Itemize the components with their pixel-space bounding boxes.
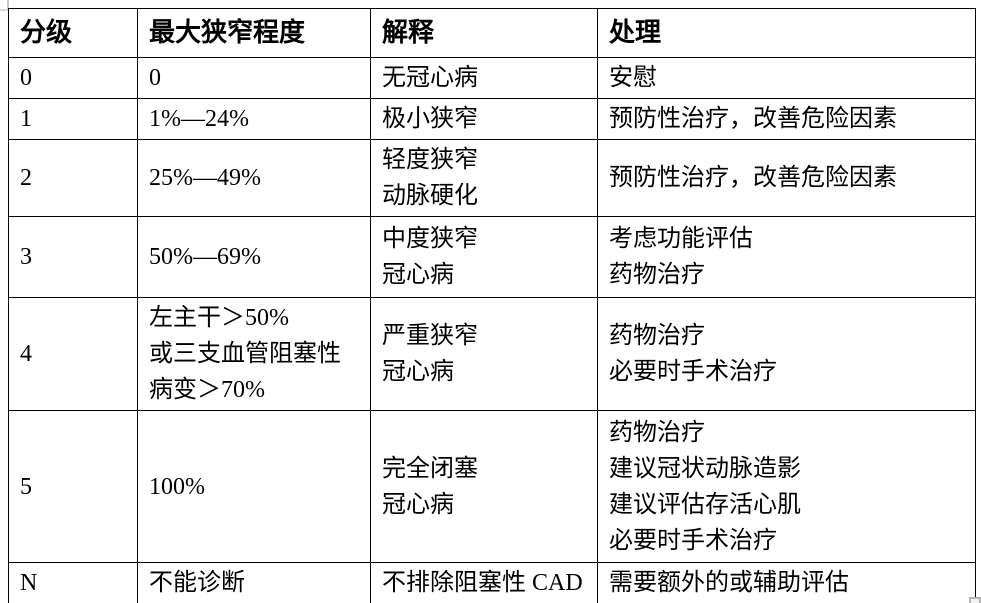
cell-line: 不能诊断 bbox=[149, 570, 245, 596]
cell-line: 3 bbox=[20, 244, 32, 270]
table-row: 5 100% 完全闭塞 冠心病 药物治疗 建议冠状动脉造影 建议评估存活心肌 必要时手术治疗 bbox=[8, 410, 976, 563]
cell-line: 轻度狭窄 bbox=[382, 147, 478, 173]
cell-line: 左主干＞50% bbox=[149, 305, 289, 331]
stenosis-cell: 0 bbox=[137, 57, 371, 99]
management-cell: 预防性治疗，改善危险因素 bbox=[597, 98, 976, 140]
stenosis-cell: 左主干＞50% 或三支血管阻塞性 病变＞70% bbox=[137, 297, 371, 411]
management-cell: 预防性治疗，改善危险因素 bbox=[597, 139, 976, 217]
cell-line: 1%—24% bbox=[149, 106, 249, 132]
table-body: 0 0 无冠心病 安慰 1 1%—24% 极小狭窄 预防性治疗，改善危险因素 2 25%—49% 轻… bbox=[8, 57, 976, 603]
stenosis-cell: 不能诊断 bbox=[137, 562, 371, 603]
management-cell: 考虑功能评估 药物治疗 bbox=[597, 216, 976, 298]
cell-line: 5 bbox=[20, 473, 32, 500]
cell-line: 100% bbox=[149, 473, 205, 500]
interpretation-cell: 中度狭窄 冠心病 bbox=[370, 216, 598, 298]
cell-line: 必要时手术治疗 bbox=[609, 359, 777, 385]
cell-line: 病变＞70% bbox=[149, 377, 265, 403]
cell-line: 药物治疗 bbox=[609, 323, 705, 349]
interpretation-cell: 完全闭塞 冠心病 bbox=[370, 410, 598, 563]
interpretation-cell: 严重狭窄 冠心病 bbox=[370, 297, 598, 411]
cell-line: 动脉硬化 bbox=[382, 183, 478, 209]
header-max-stenosis: 最大狭窄程度 bbox=[137, 8, 371, 58]
grade-cell: 1 bbox=[8, 98, 138, 140]
table-row: 1 1%—24% 极小狭窄 预防性治疗，改善危险因素 bbox=[8, 98, 976, 140]
cell-line: 冠心病 bbox=[382, 359, 454, 385]
cell-line: 需要额外的或辅助评估 bbox=[609, 570, 849, 596]
cell-line: 安慰 bbox=[609, 65, 657, 91]
stenosis-cell: 1%—24% bbox=[137, 98, 371, 140]
management-cell: 药物治疗建议冠状动脉造影 建议评估存活心肌 必要时手术治疗 bbox=[597, 410, 976, 563]
management-cell: 需要额外的或辅助评估 bbox=[597, 562, 976, 603]
stenosis-cell: 50%—69% bbox=[137, 216, 371, 298]
interpretation-cell: 不排除阻塞性 CAD bbox=[370, 562, 598, 603]
cell-line: 建议评估存活心肌 bbox=[609, 491, 801, 518]
grading-table: 分级 最大狭窄程度 解释 处理 0 0 无冠心病 安慰 1 1%—24% 极小狭窄 预防性治疗… bbox=[8, 8, 976, 603]
table-row: 3 50%—69% 中度狭窄 冠心病 考虑功能评估 药物治疗 bbox=[8, 216, 976, 298]
cell-line: 4 bbox=[20, 341, 32, 367]
table-resize-handle-icon[interactable] bbox=[969, 597, 981, 603]
cell-line: 0 bbox=[149, 65, 161, 91]
cell-line: 完全闭塞 bbox=[382, 455, 478, 482]
cell-line: 建议冠状动脉造影 bbox=[609, 455, 801, 482]
cell-line: 极小狭窄 bbox=[382, 106, 478, 132]
cell-line: 严重狭窄 bbox=[382, 323, 478, 349]
stenosis-cell: 100% bbox=[137, 410, 371, 563]
cell-line: 无冠心病 bbox=[382, 65, 478, 91]
cell-line: 预防性治疗，改善危险因素 bbox=[609, 106, 897, 132]
table-row: N 不能诊断 不排除阻塞性 CAD 需要额外的或辅助评估 bbox=[8, 562, 976, 603]
header-grade: 分级 bbox=[8, 8, 138, 58]
cell-line: 冠心病 bbox=[382, 491, 454, 518]
header-interpretation: 解释 bbox=[370, 8, 598, 58]
cell-line: N bbox=[20, 570, 38, 596]
cell-line: 药物治疗 bbox=[609, 262, 705, 288]
cell-line: 1 bbox=[20, 106, 32, 132]
cell-line: 2 bbox=[20, 165, 32, 191]
interpretation-cell: 轻度狭窄 动脉硬化 bbox=[370, 139, 598, 217]
table-row: 0 0 无冠心病 安慰 bbox=[8, 57, 976, 99]
cell-line: 预防性治疗，改善危险因素 bbox=[609, 165, 897, 191]
interpretation-cell: 极小狭窄 bbox=[370, 98, 598, 140]
table-row: 4 左主干＞50% 或三支血管阻塞性 病变＞70% 严重狭窄 冠心病 药物治疗 必要时手术治疗 bbox=[8, 297, 976, 411]
grade-cell: N bbox=[8, 562, 138, 603]
cell-line: 0 bbox=[20, 65, 32, 91]
grade-cell: 2 bbox=[8, 139, 138, 217]
cell-line: 药物治疗 bbox=[609, 419, 705, 446]
grade-cell: 4 bbox=[8, 297, 138, 411]
cell-line: 50%—69% bbox=[149, 244, 261, 270]
cell-line: 不排除阻塞性 CAD bbox=[382, 570, 583, 596]
cell-line: 中度狭窄 bbox=[382, 226, 478, 252]
cell-line: 考虑功能评估 bbox=[609, 226, 753, 252]
header-management: 处理 bbox=[597, 8, 976, 58]
grade-cell: 3 bbox=[8, 216, 138, 298]
cell-line: 25%—49% bbox=[149, 165, 261, 191]
management-cell: 药物治疗必要时手术治疗 bbox=[597, 297, 976, 411]
grade-cell: 5 bbox=[8, 410, 138, 563]
cell-line: 必要时手术治疗 bbox=[609, 527, 777, 554]
grade-cell: 0 bbox=[8, 57, 138, 99]
management-cell: 安慰 bbox=[597, 57, 976, 99]
stenosis-cell: 25%—49% bbox=[137, 139, 371, 217]
cell-line: 冠心病 bbox=[382, 262, 454, 288]
table-header-row: 分级 最大狭窄程度 解释 处理 bbox=[8, 8, 976, 58]
interpretation-cell: 无冠心病 bbox=[370, 57, 598, 99]
table-row: 2 25%—49% 轻度狭窄 动脉硬化 预防性治疗，改善危险因素 bbox=[8, 139, 976, 217]
cursor-artifact bbox=[0, 0, 9, 11]
cell-line: 或三支血管阻塞性 bbox=[149, 341, 341, 367]
